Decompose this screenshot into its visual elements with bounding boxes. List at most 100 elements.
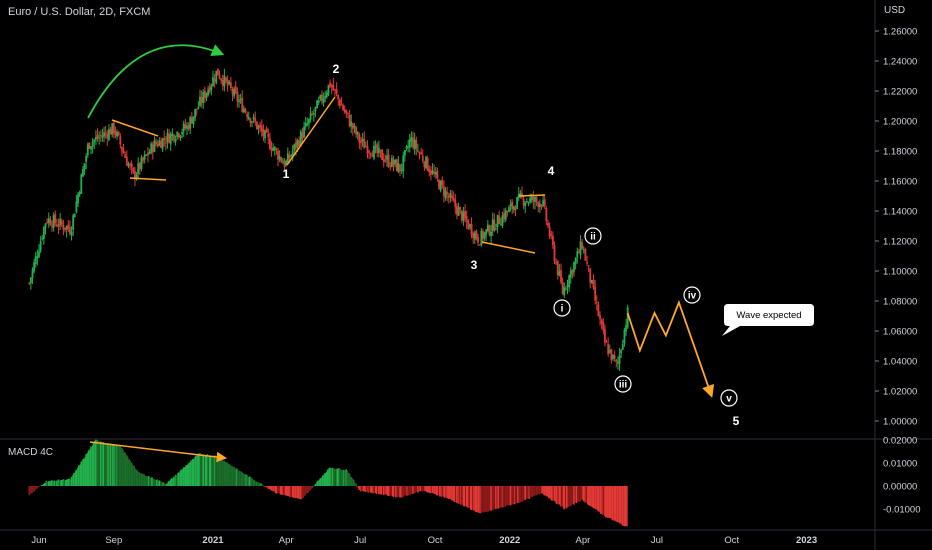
macd-bar (260, 483, 262, 486)
candle-body (262, 129, 265, 137)
macd-bar (146, 476, 148, 486)
macd-bar (392, 486, 395, 497)
macd-bar (507, 486, 509, 506)
candle-body (177, 133, 180, 138)
symbol-title[interactable]: Euro / U.S. Dollar, 2D, FXCM (8, 6, 151, 18)
macd-bar (350, 476, 353, 486)
macd-bar (86, 452, 89, 486)
candle-body (264, 130, 266, 139)
macd-bar (334, 468, 336, 486)
candle-body (358, 134, 361, 143)
macd-bar (301, 486, 304, 499)
candle-body (225, 77, 227, 81)
macd-bar (409, 486, 412, 495)
time-tick-label: Oct (428, 535, 443, 546)
macd-bar (68, 478, 70, 486)
macd-bar (360, 486, 363, 492)
candle-body (156, 144, 159, 147)
macd-bar (597, 486, 600, 512)
macd-bar (406, 486, 409, 496)
macd-bar (272, 486, 274, 492)
candle-body (83, 163, 86, 170)
macd-bar (284, 486, 287, 496)
macd-bar (190, 460, 192, 486)
macd-bar (500, 486, 502, 508)
macd-bar (436, 486, 439, 496)
candle-body (418, 152, 421, 154)
macd-bar (267, 486, 270, 489)
candle-body (316, 100, 318, 109)
macd-bar (202, 454, 205, 486)
macd-bar (473, 486, 475, 511)
macd-bar (357, 486, 360, 489)
candle-body (59, 218, 62, 226)
candle-body (486, 224, 489, 231)
candle-body (462, 211, 465, 221)
macd-bar (589, 486, 592, 507)
candle-body (186, 125, 188, 129)
macd-bar (358, 486, 361, 491)
candle-body (590, 280, 593, 284)
macd-bar (323, 474, 326, 486)
sub-wave-circle (553, 299, 571, 317)
candle-body (363, 138, 366, 149)
candle-body (303, 126, 305, 138)
macd-bar (80, 461, 83, 486)
macd-bar (329, 467, 331, 486)
candle-body (408, 139, 411, 148)
macd-bar (440, 486, 443, 497)
candle-body (65, 226, 68, 230)
macd-bar (145, 476, 148, 486)
candle-body (330, 85, 333, 87)
candle-body (190, 117, 193, 124)
candle-body (290, 155, 292, 157)
macd-bar (186, 464, 189, 486)
macd-bar (85, 453, 87, 486)
candle-body (64, 227, 66, 230)
macd-bar (447, 486, 450, 499)
sub-wave-circle (584, 227, 602, 245)
macd-bar (169, 479, 172, 486)
macd-bar (455, 486, 457, 502)
candle-body (46, 221, 49, 223)
candle-body (140, 157, 143, 169)
macd-bar (187, 463, 190, 486)
macd-bar (213, 455, 216, 486)
macd-title[interactable]: MACD 4C (8, 447, 54, 458)
macd-bar (43, 482, 46, 486)
candle-body (386, 155, 388, 160)
macd-bar (97, 441, 100, 486)
candle-body (88, 142, 91, 149)
macd-bar (396, 486, 399, 498)
macd-bar (496, 486, 499, 509)
macd-bar (545, 486, 548, 496)
candle-body (569, 270, 572, 278)
macd-bar (504, 486, 507, 507)
candle-body (566, 285, 569, 287)
candle-body (236, 91, 239, 102)
candle-body (568, 275, 571, 288)
wave-label: 2 (333, 62, 340, 76)
macd-bar (338, 468, 340, 486)
macd-bar (352, 479, 355, 486)
macd-bar (404, 486, 406, 496)
macd-bar (50, 480, 52, 486)
green-curved-arrow (87, 44, 225, 119)
macd-bar (585, 486, 588, 503)
macd-bar (273, 486, 275, 492)
candle-body (490, 231, 492, 237)
macd-bar (243, 473, 245, 486)
macd-bar (157, 480, 160, 486)
macd-bar (172, 478, 174, 486)
macd-bar (372, 486, 374, 494)
wave-4-top-line (518, 194, 546, 197)
candle-body (376, 144, 379, 153)
candle-body (130, 163, 133, 168)
macd-bar (265, 486, 267, 487)
candle-body (257, 126, 260, 129)
macd-bar (309, 486, 312, 490)
macd-bar (40, 485, 43, 486)
candle-body (542, 200, 545, 206)
macd-bar (565, 486, 568, 509)
